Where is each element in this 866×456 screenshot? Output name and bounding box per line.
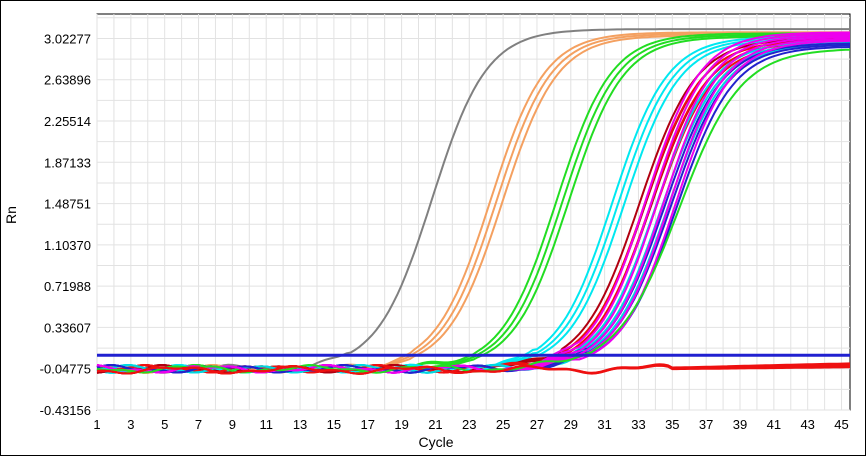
x-tick-label: 1 [93, 417, 100, 432]
x-tick-label: 31 [597, 417, 611, 432]
y-tick-label: 2.63896 [44, 73, 91, 88]
x-tick-label: 3 [127, 417, 134, 432]
x-tick-label: 11 [259, 417, 273, 432]
y-tick-label: 1.87133 [44, 155, 91, 170]
grid-lines [96, 14, 850, 411]
x-tick-label: 43 [800, 417, 814, 432]
x-tick-label: 7 [195, 417, 202, 432]
x-tick-label: 23 [462, 417, 476, 432]
x-tick-label: 37 [699, 417, 713, 432]
x-tick-label: 21 [428, 417, 442, 432]
y-tick-label: 1.48751 [44, 197, 91, 212]
y-axis-title: Rn [3, 206, 19, 224]
amplification-curve [96, 39, 851, 374]
x-tick-label: 5 [161, 417, 168, 432]
x-tick-label: 17 [361, 417, 375, 432]
amplification-curves [96, 28, 851, 375]
x-tick-label: 29 [564, 417, 578, 432]
y-tick-label: 2.25514 [44, 114, 91, 129]
x-tick-label: 9 [229, 417, 236, 432]
y-tick-label: 0.71988 [44, 279, 91, 294]
x-tick-labels: 1 3 5 7 9 11 13 15 17 19 21 23 25 27 29 31 33 35 37 39 41 43 4… [93, 417, 848, 432]
x-tick-label: 35 [665, 417, 679, 432]
x-tick-label: 39 [733, 417, 747, 432]
x-tick-label: 45 [834, 417, 848, 432]
x-tick-label: 13 [293, 417, 307, 432]
x-tick-label: 33 [631, 417, 645, 432]
amplification-curve [96, 364, 850, 375]
x-tick-label: 19 [394, 417, 408, 432]
y-tick-label: -0.04775 [40, 362, 91, 377]
x-tick-label: 41 [767, 417, 781, 432]
y-tick-labels: 3.02277 2.63896 2.25514 1.87133 1.48751 1.103… [40, 31, 91, 418]
x-tick-label: 25 [496, 417, 510, 432]
x-tick-label: 27 [530, 417, 544, 432]
y-tick-label: 3.02277 [44, 31, 91, 46]
y-tick-label: -0.43156 [40, 403, 91, 418]
x-axis-title: Cycle [418, 434, 453, 450]
y-tick-label: 1.10370 [44, 238, 91, 253]
y-tick-label: 0.33607 [44, 320, 91, 335]
x-tick-label: 15 [327, 417, 341, 432]
